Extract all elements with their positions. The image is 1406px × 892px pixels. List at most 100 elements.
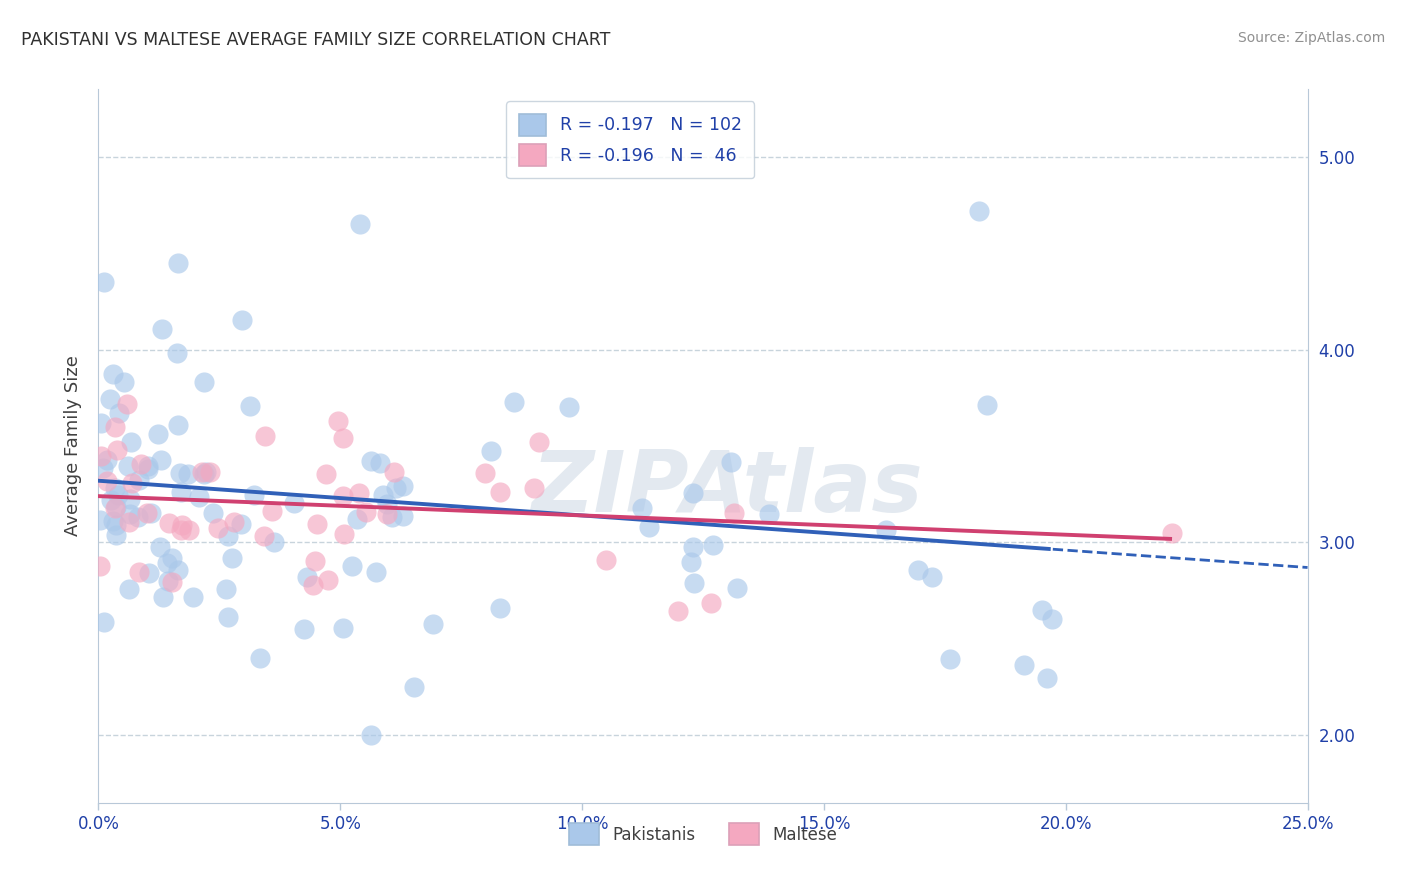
Point xyxy=(488,485,510,500)
Point xyxy=(907,563,929,577)
Point xyxy=(98,392,121,406)
Point xyxy=(373,488,395,502)
Point xyxy=(262,503,284,517)
Point xyxy=(346,512,368,526)
Point xyxy=(118,492,141,507)
Point xyxy=(1012,658,1035,673)
Point xyxy=(302,578,325,592)
Point xyxy=(1040,612,1063,626)
Point xyxy=(939,652,962,666)
Text: ZIPAtlas: ZIPAtlas xyxy=(531,447,922,531)
Point xyxy=(128,473,150,487)
Point xyxy=(93,275,115,289)
Point xyxy=(90,416,112,430)
Point xyxy=(104,527,127,541)
Point xyxy=(682,486,704,500)
Point xyxy=(283,496,305,510)
Point xyxy=(121,475,143,490)
Legend: Pakistanis, Maltese: Pakistanis, Maltese xyxy=(562,817,844,852)
Point xyxy=(360,728,382,742)
Point xyxy=(332,622,354,636)
Point xyxy=(479,443,502,458)
Point xyxy=(253,529,276,543)
Point xyxy=(758,507,780,521)
Point xyxy=(976,398,998,412)
Point xyxy=(683,576,706,591)
Point xyxy=(191,465,214,479)
Point xyxy=(349,217,371,231)
Point xyxy=(529,435,551,450)
Point xyxy=(254,429,277,443)
Point xyxy=(117,458,139,473)
Point xyxy=(156,556,179,570)
Point xyxy=(177,523,200,537)
Point xyxy=(332,489,354,503)
Point xyxy=(1036,671,1059,685)
Point xyxy=(181,590,204,604)
Point xyxy=(681,556,703,570)
Point xyxy=(702,538,724,552)
Point xyxy=(326,414,349,428)
Point xyxy=(595,552,617,566)
Point xyxy=(682,540,704,554)
Point xyxy=(340,558,363,573)
Point xyxy=(105,517,128,532)
Point xyxy=(239,399,262,413)
Point xyxy=(217,609,239,624)
Point xyxy=(166,563,188,577)
Point xyxy=(138,462,160,476)
Point xyxy=(194,465,217,479)
Point xyxy=(120,435,142,450)
Point xyxy=(169,523,191,537)
Point xyxy=(375,508,398,522)
Point xyxy=(170,517,193,532)
Point xyxy=(166,346,188,360)
Point xyxy=(404,680,426,694)
Point xyxy=(115,396,138,410)
Point xyxy=(100,492,122,507)
Point xyxy=(167,256,190,270)
Point xyxy=(385,481,408,495)
Point xyxy=(89,558,111,573)
Point xyxy=(384,465,406,479)
Point xyxy=(129,457,152,471)
Point xyxy=(474,467,496,481)
Point xyxy=(108,406,131,420)
Point xyxy=(381,510,404,524)
Point xyxy=(93,615,115,629)
Point xyxy=(103,500,125,515)
Y-axis label: Average Family Size: Average Family Size xyxy=(63,356,82,536)
Point xyxy=(316,573,339,587)
Point xyxy=(105,500,128,515)
Point xyxy=(162,551,184,566)
Point xyxy=(315,467,337,482)
Point xyxy=(149,540,172,554)
Point xyxy=(391,508,413,523)
Point xyxy=(160,574,183,589)
Point xyxy=(150,322,173,336)
Point xyxy=(89,513,111,527)
Point xyxy=(305,517,328,532)
Point xyxy=(304,554,326,568)
Point xyxy=(637,520,659,534)
Point xyxy=(114,375,136,389)
Point xyxy=(103,514,125,528)
Point xyxy=(96,475,118,489)
Point xyxy=(221,551,243,566)
Point xyxy=(90,450,112,464)
Point xyxy=(193,467,215,481)
Point xyxy=(231,517,253,532)
Point xyxy=(136,458,159,473)
Point xyxy=(107,488,129,502)
Point xyxy=(193,375,215,389)
Point xyxy=(231,313,253,327)
Point xyxy=(292,622,315,636)
Point xyxy=(141,506,163,520)
Point xyxy=(198,465,221,479)
Point xyxy=(725,581,748,595)
Point xyxy=(207,521,229,535)
Point xyxy=(630,501,652,516)
Point xyxy=(128,565,150,579)
Point xyxy=(422,617,444,632)
Point xyxy=(96,453,118,467)
